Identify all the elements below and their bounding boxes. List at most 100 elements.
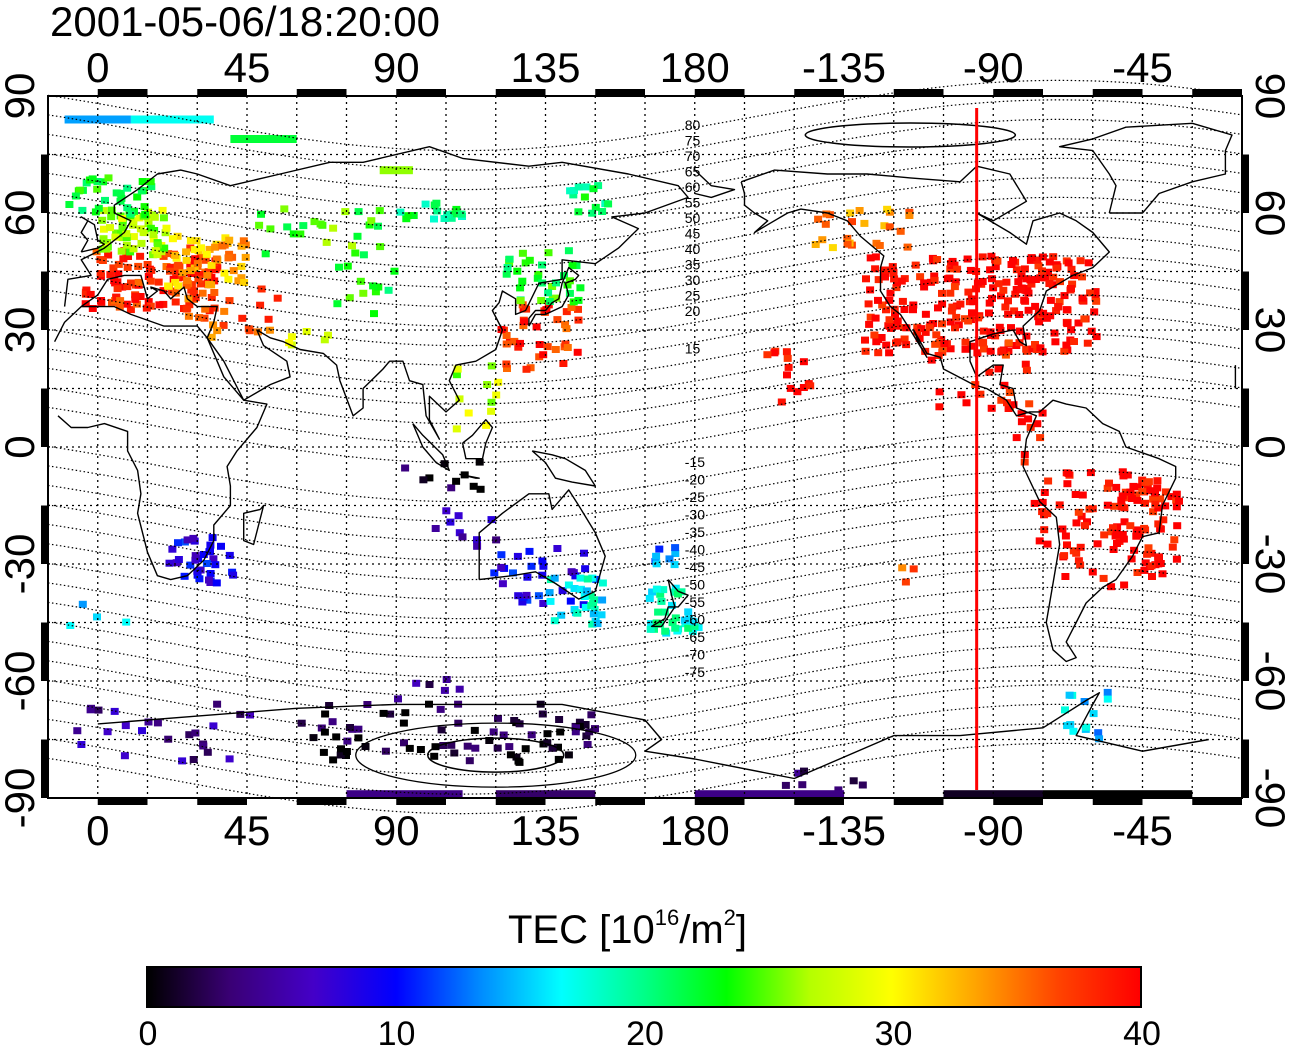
tec-cell — [921, 310, 930, 318]
tec-cell — [353, 232, 362, 240]
tec-cell — [98, 216, 107, 224]
tec-cell — [978, 278, 987, 285]
coastline — [97, 692, 1209, 780]
tec-cell — [1012, 286, 1021, 293]
tec-cell — [122, 241, 131, 249]
top-longitude-label: 180 — [660, 44, 730, 91]
tec-cell — [118, 234, 127, 242]
tec-cell — [1022, 345, 1031, 353]
tec-cell — [1063, 320, 1072, 328]
tec-cell — [503, 365, 511, 372]
tec-cell — [136, 293, 145, 300]
tec-cell — [576, 574, 585, 582]
tec-cell — [1055, 501, 1064, 509]
tec-cell — [168, 235, 177, 243]
tec-cell — [136, 252, 145, 260]
tec-cell — [553, 545, 562, 552]
tec-cell — [1128, 495, 1136, 502]
tec-cell — [120, 752, 129, 760]
tec-cell — [1076, 543, 1085, 551]
tec-cell — [200, 314, 209, 322]
left-latitude-label: 0 — [0, 435, 43, 458]
right-latitude-label: 90 — [1247, 73, 1292, 120]
tec-cell — [210, 289, 219, 296]
tec-cell — [1038, 498, 1047, 506]
coastline — [1058, 122, 1233, 214]
tec-cell — [1051, 338, 1060, 346]
tec-cell — [225, 297, 234, 305]
tec-cell — [1091, 294, 1100, 302]
tec-cell — [979, 338, 988, 346]
tec-cell — [164, 250, 173, 258]
tec-cell — [694, 624, 703, 632]
tec-cell — [864, 300, 873, 308]
tec-cell — [1076, 257, 1085, 265]
contour-value-label: -40 — [685, 542, 705, 558]
tec-cell — [329, 756, 338, 764]
tec-cell — [440, 460, 449, 468]
tec-cell — [225, 755, 234, 763]
tec-cell — [401, 464, 410, 472]
tec-cell — [203, 748, 212, 756]
tec-cell — [898, 564, 907, 572]
tec-cell — [645, 594, 654, 602]
tec-cell — [518, 249, 527, 257]
tec-cell — [421, 200, 430, 208]
tec-cell — [580, 193, 589, 201]
tec-cell — [551, 346, 560, 353]
tec-cell — [182, 305, 191, 313]
tec-cell — [86, 706, 95, 714]
tec-cell — [114, 270, 123, 278]
tec-cell — [1074, 319, 1083, 327]
tec-cell — [1030, 499, 1039, 507]
tec-cell — [199, 551, 208, 558]
tec-cell — [1103, 688, 1112, 696]
tec-cell — [229, 571, 238, 579]
magnetic-contour — [47, 489, 1243, 561]
tec-cell — [376, 243, 385, 251]
tec-cell — [122, 234, 131, 241]
tec-cell — [1033, 256, 1042, 264]
tec-cell — [186, 267, 195, 275]
contour-value-label: 75 — [685, 133, 701, 149]
tec-cell — [195, 270, 204, 278]
tec-cell — [174, 261, 183, 269]
tec-cell — [874, 276, 883, 284]
tec-cell — [1052, 307, 1061, 315]
contour-value-label: 65 — [685, 164, 701, 180]
tec-cell — [1060, 292, 1069, 300]
right-latitude-label: 30 — [1247, 307, 1292, 354]
tec-cell — [582, 732, 591, 740]
tec-cell — [213, 700, 222, 708]
tec-cell — [1043, 790, 1193, 799]
tec-cell — [558, 587, 567, 595]
contour-value-label: -65 — [685, 629, 705, 645]
tec-cell — [174, 556, 183, 563]
contour-value-label: -55 — [685, 594, 705, 610]
tec-cell — [140, 203, 149, 211]
tec-cell — [225, 551, 234, 559]
tec-cell — [957, 391, 966, 399]
tec-cell — [1062, 306, 1071, 314]
tec-cell — [65, 201, 74, 208]
tec-cell — [946, 289, 955, 297]
tec-cell — [205, 307, 214, 315]
tec-cell — [1014, 278, 1023, 286]
tec-cell — [1121, 488, 1130, 496]
tec-cell — [365, 221, 374, 229]
tec-cell — [446, 518, 455, 526]
tec-cell — [158, 206, 167, 214]
tec-cell — [1107, 528, 1116, 536]
tec-cell — [425, 474, 434, 482]
tec-cell — [510, 717, 519, 724]
tec-cell — [309, 734, 318, 742]
magnetic-contour — [47, 450, 1243, 522]
tec-cell — [1065, 691, 1074, 699]
tec-cell — [205, 576, 213, 584]
tec-cell — [103, 728, 112, 736]
tec-observation-cells — [64, 115, 1193, 805]
tec-cell — [229, 267, 238, 275]
tec-cell — [953, 265, 962, 273]
tec-cell — [1120, 504, 1129, 512]
tec-cell — [915, 334, 924, 342]
